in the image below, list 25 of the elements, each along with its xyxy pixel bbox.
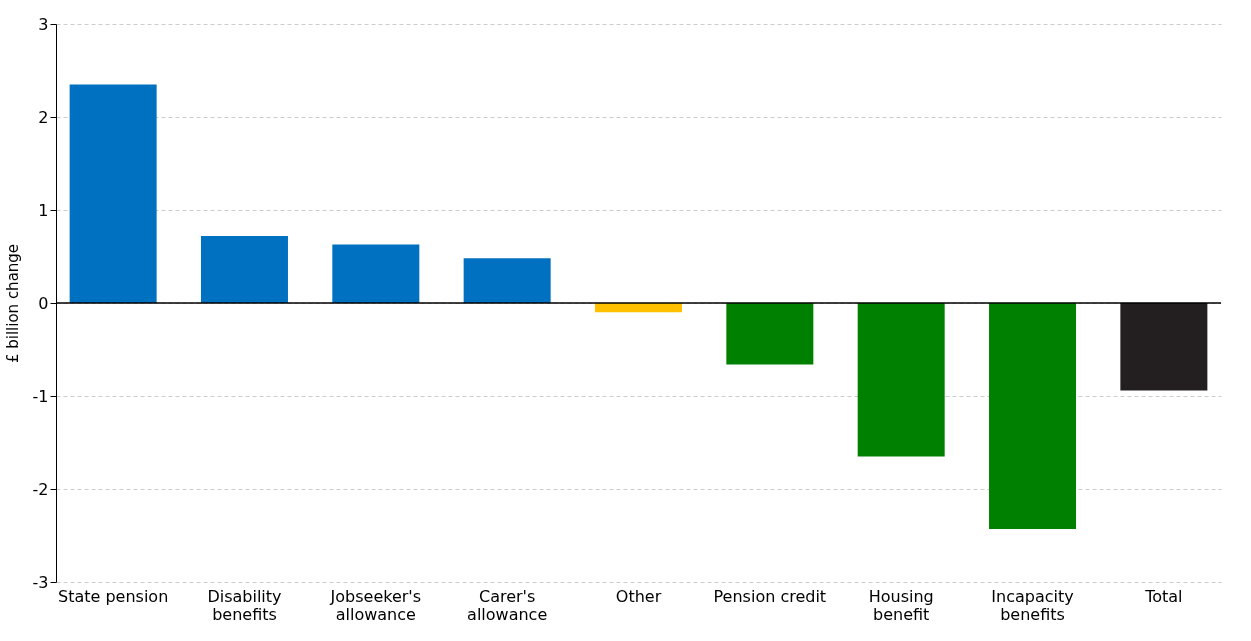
x-tick-label: Pension credit — [713, 586, 827, 606]
x-tick-label: Carer's allowance — [467, 586, 548, 624]
x-tick-label: Incapacity benefits — [991, 586, 1074, 624]
bar — [200, 236, 288, 303]
x-tick-label: Housing benefit — [868, 586, 934, 624]
y-tick-label: 1 — [38, 200, 49, 220]
bar — [463, 258, 551, 303]
x-tick-label: State pension — [57, 586, 169, 606]
y-tick-label: -2 — [32, 479, 49, 499]
y-tick-label: 2 — [38, 107, 49, 127]
bar — [726, 303, 814, 365]
bar — [69, 84, 157, 303]
bar — [332, 244, 420, 303]
y-axis-title: £ billion change — [3, 243, 22, 364]
y-tick-label: -3 — [32, 572, 49, 592]
x-tick-label: Jobseeker's allowance — [329, 586, 422, 624]
bar — [989, 303, 1077, 529]
x-tick-label: Disability benefits — [207, 586, 282, 624]
y-tick-label: 3 — [38, 14, 49, 34]
y-tick-label: -1 — [32, 386, 49, 406]
y-tick-label: 0 — [38, 293, 49, 313]
x-tick-label: Total — [1144, 586, 1183, 606]
bar — [857, 303, 945, 457]
x-tick-label: Other — [615, 586, 662, 606]
bar — [1120, 303, 1208, 391]
